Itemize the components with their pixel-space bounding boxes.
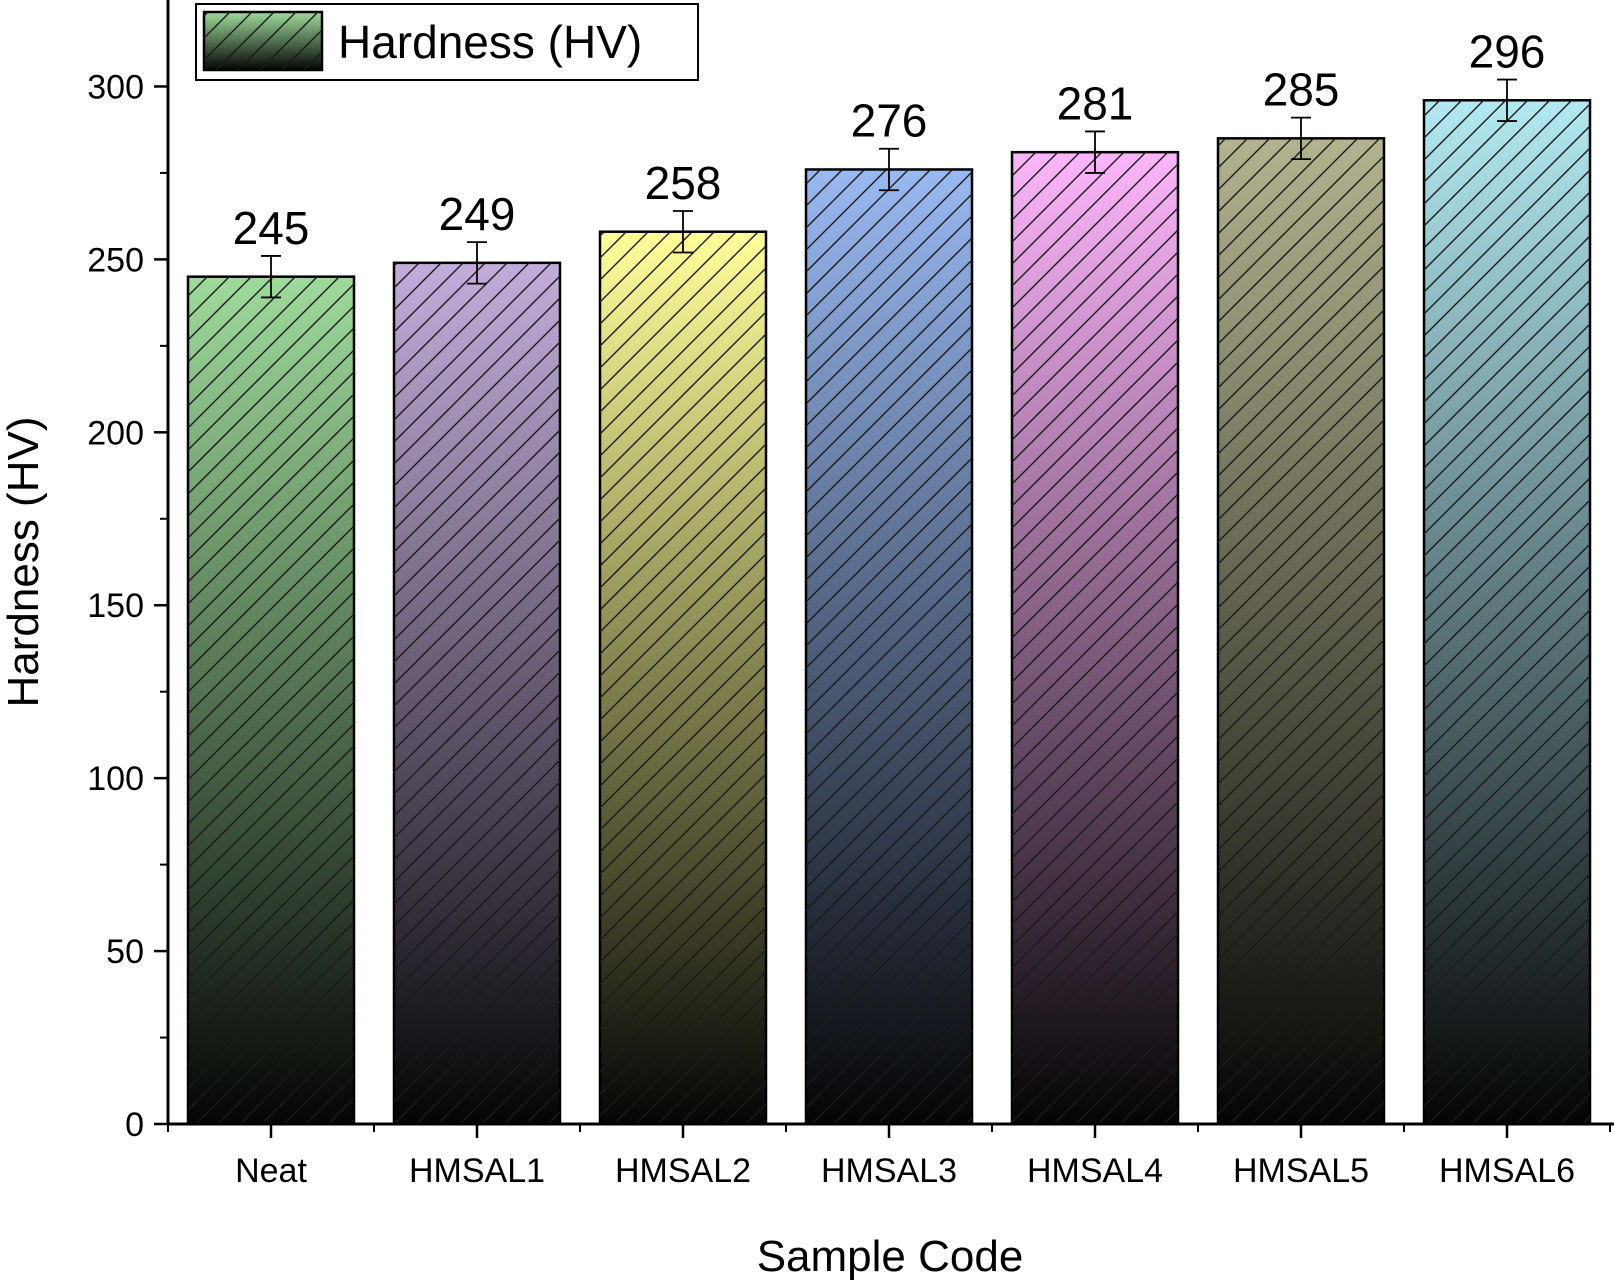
y-axis-title: Hardness (HV) <box>0 417 48 708</box>
bar-hatch-hmsal3 <box>806 169 972 1125</box>
y-tick-label-300: 300 <box>87 68 144 106</box>
legend-label: Hardness (HV) <box>338 16 642 68</box>
error-bar-hmsal5 <box>1291 116 1311 160</box>
data-label-hmsal1: 249 <box>439 188 516 240</box>
error-bar-neat <box>261 255 281 299</box>
x-tick-label-neat: Neat <box>235 1152 307 1190</box>
data-label-hmsal4: 281 <box>1057 77 1134 129</box>
y-tick-label-200: 200 <box>87 414 144 452</box>
bar-hatch-hmsal2 <box>600 231 766 1124</box>
bar-hatch-hmsal5 <box>1218 138 1384 1125</box>
data-label-neat: 245 <box>233 202 310 254</box>
y-tick-label-250: 250 <box>87 241 144 279</box>
error-bar-hmsal3 <box>879 147 899 192</box>
data-label-hmsal2: 258 <box>645 157 722 209</box>
bars-layer <box>186 78 1592 1126</box>
data-label-hmsal3: 276 <box>851 95 928 147</box>
y-tick-label-0: 0 <box>125 1106 144 1144</box>
x-tick-label-hmsal2: HMSAL2 <box>615 1152 751 1190</box>
bar-hatch-neat <box>188 276 354 1125</box>
x-tick-label-hmsal3: HMSAL3 <box>821 1152 957 1190</box>
bar-hatch-hmsal1 <box>394 262 560 1124</box>
x-axis-title: Sample Code <box>757 1232 1024 1281</box>
axes-layer <box>154 0 1614 1138</box>
x-tick-label-hmsal5: HMSAL5 <box>1233 1152 1369 1190</box>
data-label-hmsal5: 285 <box>1263 64 1340 116</box>
y-tick-label-50: 50 <box>106 933 144 971</box>
x-tick-label-hmsal4: HMSAL4 <box>1027 1152 1163 1190</box>
y-tick-label-150: 150 <box>87 587 144 625</box>
x-tick-label-hmsal1: HMSAL1 <box>409 1152 545 1190</box>
y-tick-label-100: 100 <box>87 760 144 798</box>
error-bar-hmsal6 <box>1497 78 1517 122</box>
labels-layer: 245 Neat 249 HMSAL1 258 HMSAL2 276 HMSAL3 281 HMS… <box>87 26 1575 1190</box>
data-label-hmsal6: 296 <box>1469 26 1546 78</box>
bar-hatch-hmsal4 <box>1012 152 1178 1124</box>
error-bar-hmsal2 <box>673 210 693 254</box>
x-tick-label-hmsal6: HMSAL6 <box>1439 1152 1575 1190</box>
bar-hatch-hmsal6 <box>1424 100 1590 1124</box>
error-bar-hmsal1 <box>467 241 487 285</box>
legend-swatch-hatch <box>204 12 322 70</box>
error-bar-hmsal4 <box>1085 130 1105 174</box>
legend: Hardness (HV) <box>195 3 699 81</box>
